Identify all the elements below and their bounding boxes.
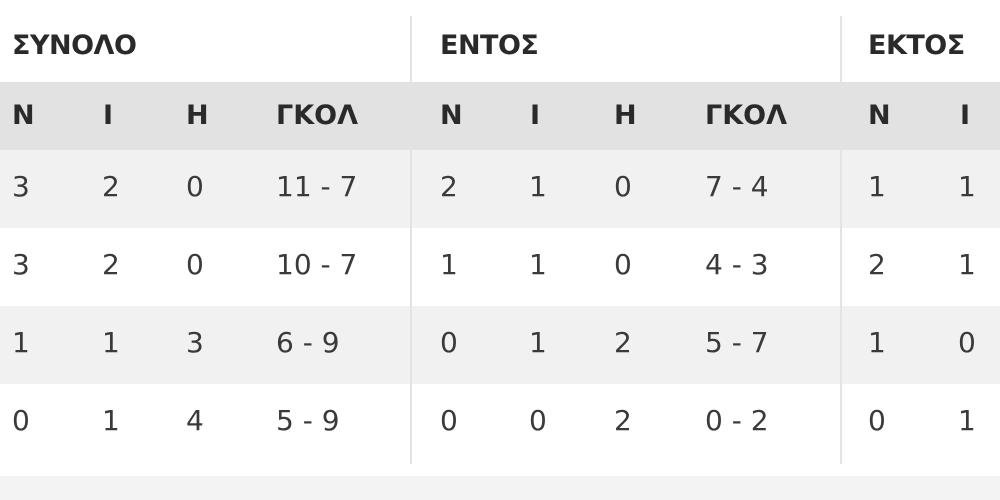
table-row: 3 2 0 10 - 7 1 1 0 4 - 3 2 1	[0, 228, 1000, 306]
home-losses-cell: 0	[614, 170, 632, 203]
table-row: 0 1 4 5 - 9 0 0 2 0 - 2 0 1	[0, 384, 1000, 462]
group-title-total: ΣΥΝΟΛΟ	[12, 30, 137, 61]
total-goals-cell: 6 - 9	[276, 326, 340, 359]
home-draws-cell: 0	[529, 404, 547, 437]
home-goals-cell: 0 - 2	[705, 404, 769, 437]
home-losses-cell: 2	[614, 404, 632, 437]
home-losses-cell: 2	[614, 326, 632, 359]
home-draws-cell: 1	[529, 248, 547, 281]
home-wins-cell: 1	[440, 248, 458, 281]
total-wins-cell: 1	[12, 326, 30, 359]
column-header-row: Ν Ι Η ΓΚΟΛ Ν Ι Η ΓΚΟΛ Ν Ι	[0, 82, 1000, 150]
away-wins-cell: 1	[868, 170, 886, 203]
home-goals-cell: 4 - 3	[705, 248, 769, 281]
col-header-home-losses: Η	[614, 100, 637, 131]
total-draws-cell: 2	[102, 248, 120, 281]
home-wins-cell: 0	[440, 326, 458, 359]
total-wins-cell: 3	[12, 170, 30, 203]
col-header-total-goals: ΓΚΟΛ	[276, 100, 358, 131]
col-header-away-wins: Ν	[868, 100, 891, 131]
total-wins-cell: 0	[12, 404, 30, 437]
total-losses-cell: 0	[186, 248, 204, 281]
col-header-home-goals: ΓΚΟΛ	[705, 100, 787, 131]
col-header-home-wins: Ν	[440, 100, 463, 131]
away-draws-cell: 0	[958, 326, 976, 359]
away-wins-cell: 1	[868, 326, 886, 359]
total-draws-cell: 2	[102, 170, 120, 203]
col-header-total-draws: Ι	[103, 100, 114, 131]
away-draws-cell: 1	[958, 248, 976, 281]
away-draws-cell: 1	[958, 170, 976, 203]
total-losses-cell: 4	[186, 404, 204, 437]
total-losses-cell: 0	[186, 170, 204, 203]
group-title-away: ΕΚΤΟΣ	[868, 30, 965, 61]
col-header-away-draws: Ι	[960, 100, 971, 131]
away-wins-cell: 2	[868, 248, 886, 281]
col-header-home-draws: Ι	[530, 100, 541, 131]
home-draws-cell: 1	[529, 170, 547, 203]
away-draws-cell: 1	[958, 404, 976, 437]
home-losses-cell: 0	[614, 248, 632, 281]
table-row: 1 1 3 6 - 9 0 1 2 5 - 7 1 0	[0, 306, 1000, 384]
home-goals-cell: 7 - 4	[705, 170, 769, 203]
total-losses-cell: 3	[186, 326, 204, 359]
col-header-total-losses: Η	[186, 100, 209, 131]
total-goals-cell: 10 - 7	[276, 248, 358, 281]
away-wins-cell: 0	[868, 404, 886, 437]
col-header-total-wins: Ν	[12, 100, 35, 131]
section-divider-home	[410, 16, 412, 464]
total-goals-cell: 11 - 7	[276, 170, 358, 203]
home-goals-cell: 5 - 7	[705, 326, 769, 359]
home-draws-cell: 1	[529, 326, 547, 359]
total-wins-cell: 3	[12, 248, 30, 281]
home-wins-cell: 0	[440, 404, 458, 437]
total-draws-cell: 1	[102, 326, 120, 359]
footer-strip	[0, 476, 1000, 500]
section-divider-away	[840, 16, 842, 464]
group-title-home: ΕΝΤΟΣ	[440, 30, 539, 61]
home-wins-cell: 2	[440, 170, 458, 203]
total-draws-cell: 1	[102, 404, 120, 437]
group-header-row: ΣΥΝΟΛΟ ΕΝΤΟΣ ΕΚΤΟΣ	[0, 0, 1000, 82]
table-row: 3 2 0 11 - 7 2 1 0 7 - 4 1 1	[0, 150, 1000, 228]
total-goals-cell: 5 - 9	[276, 404, 340, 437]
